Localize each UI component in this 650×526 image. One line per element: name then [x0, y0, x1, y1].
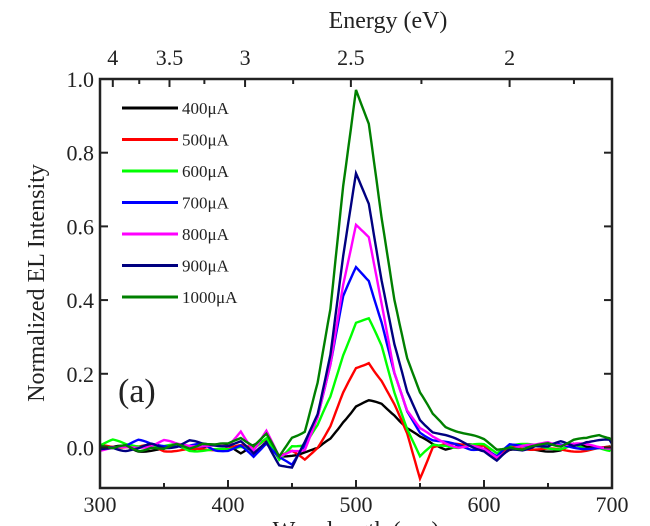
legend-item: 500μA	[122, 131, 230, 150]
legend-label: 400μA	[182, 99, 230, 118]
y-tick-label: 0.0	[67, 435, 95, 460]
legend-item: 800μA	[122, 225, 230, 244]
x-axis-title: Wavelength (nm)	[273, 518, 440, 526]
x-tick-label: 600	[468, 492, 501, 517]
x-tick-label: 500	[340, 492, 373, 517]
legend-label: 500μA	[182, 131, 230, 150]
y-tick-label: 0.8	[67, 141, 95, 166]
legend-label: 800μA	[182, 225, 230, 244]
panel-annotation: (a)	[118, 373, 156, 410]
series-line-1000μA	[99, 89, 613, 459]
y-tick-label: 0.4	[67, 288, 95, 313]
legend-label: 900μA	[182, 257, 230, 276]
legend-item: 600μA	[122, 162, 230, 181]
legend-label: 700μA	[182, 194, 230, 213]
series-line-500μA	[99, 361, 613, 483]
series-line-600μA	[99, 316, 613, 462]
axes: 300 400 500 600 700 0.0 0.2 0.4 0.6 0.8 1.0 4 3.5 3 2.…	[67, 45, 629, 517]
y-axis-title: Normalized EL Intensity	[24, 164, 50, 402]
series-line-900μA	[99, 169, 614, 469]
x-tick-label: 300	[84, 492, 117, 517]
legend: 400μA 500μA 600μA 700μA 800μA 900μA 1000μA	[122, 99, 238, 307]
series-line-800μA	[99, 222, 613, 459]
top-tick-label: 2.5	[337, 45, 365, 70]
top-tick-label: 2	[504, 45, 515, 70]
legend-item: 700μA	[122, 194, 230, 213]
legend-item: 1000μA	[122, 288, 238, 307]
legend-item: 400μA	[122, 99, 230, 118]
top-tick-label: 3.5	[156, 45, 184, 70]
top-tick-label: 3	[240, 45, 251, 70]
legend-label: 600μA	[182, 162, 230, 181]
x-tick-label: 400	[212, 492, 245, 517]
legend-label: 1000μA	[182, 288, 238, 307]
series-lines	[99, 89, 614, 483]
top-tick-label: 4	[107, 45, 118, 70]
y-tick-label: 1.0	[67, 67, 95, 92]
y-tick-label: 0.6	[67, 214, 95, 239]
x-tick-label: 700	[596, 492, 629, 517]
top-axis-title: Energy (eV)	[329, 8, 448, 34]
legend-item: 900μA	[122, 257, 230, 276]
y-tick-label: 0.2	[67, 362, 95, 387]
